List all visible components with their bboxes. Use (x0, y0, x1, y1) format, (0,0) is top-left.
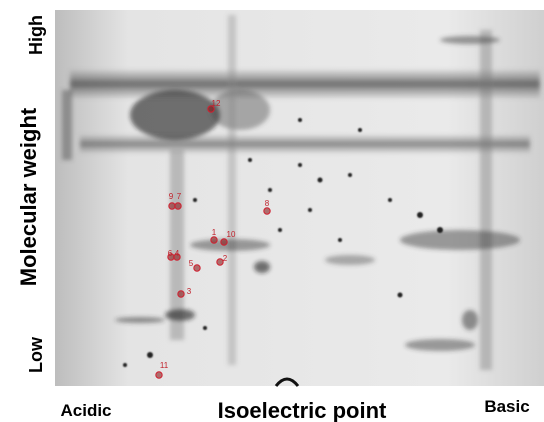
spot-marker (177, 290, 185, 298)
x-left-label: Acidic (60, 401, 111, 420)
spot-label: 5 (189, 259, 194, 268)
spot-label: 3 (187, 287, 192, 296)
spot-marker (210, 236, 218, 244)
spot-marker (193, 264, 201, 272)
spot-label: 10 (227, 230, 236, 239)
spot-marker (174, 202, 182, 210)
spot-label: 12 (212, 99, 221, 108)
x-axis-title: Isoelectric point (218, 398, 387, 422)
spot-label: 7 (177, 192, 182, 201)
spot-label: 1 (212, 228, 217, 237)
y-high-label: High (26, 15, 46, 55)
gel-image (55, 10, 544, 387)
spot-marker (263, 207, 271, 215)
spot-label: 11 (160, 361, 169, 370)
y-low-label: Low (26, 336, 46, 373)
spot-label: 6 (168, 249, 173, 258)
spot-marker (207, 105, 215, 113)
spot-label: 8 (265, 199, 270, 208)
spot-marker (216, 258, 224, 266)
spot-label: 4 (175, 249, 180, 258)
spot-label: 2 (223, 254, 228, 263)
spot-label: 9 (169, 192, 174, 201)
y-axis-title: Molecular weight (16, 107, 41, 286)
spot-marker (168, 202, 176, 210)
x-right-label: Basic (484, 397, 529, 416)
spot-marker (155, 371, 163, 379)
spot-marker (220, 238, 228, 246)
spot-marker (167, 253, 175, 261)
